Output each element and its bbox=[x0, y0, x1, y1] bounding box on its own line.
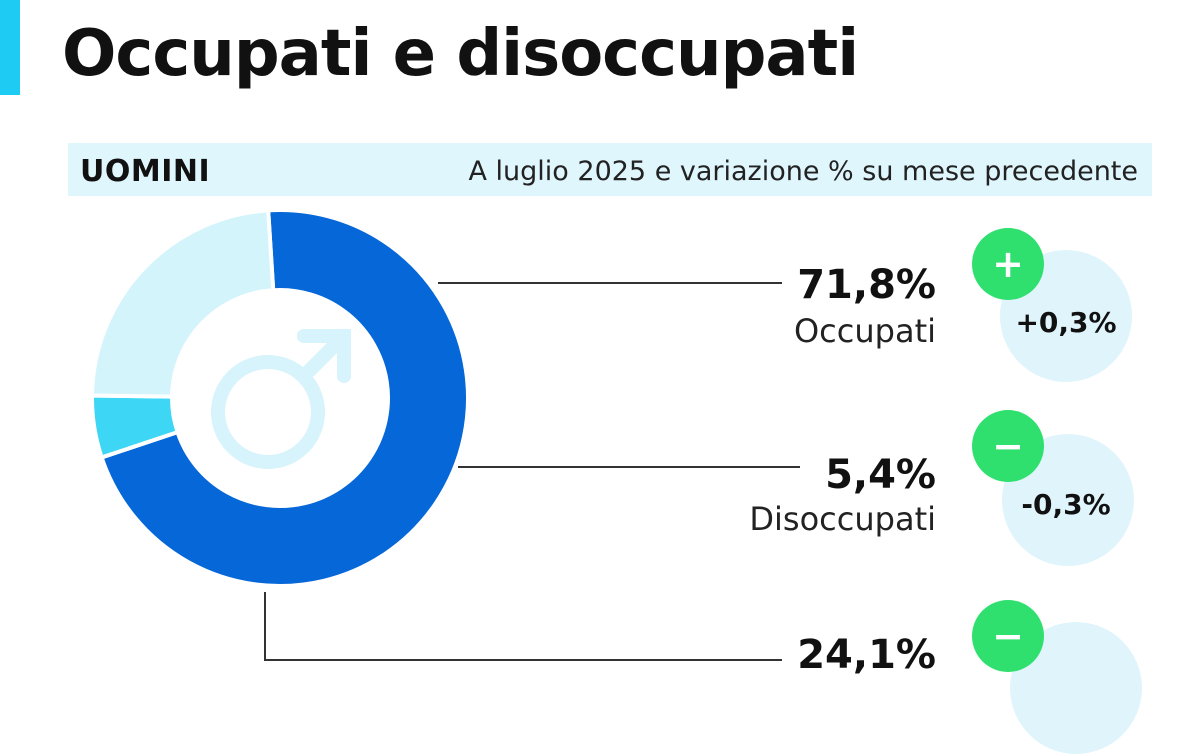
value-label-occupati: 71,8% bbox=[797, 262, 936, 308]
group-label: UOMINI bbox=[80, 154, 211, 189]
category-label-occupati: Occupati bbox=[793, 312, 936, 350]
change-label-disoccupati: -0,3% bbox=[1021, 488, 1111, 521]
subtitle-band: UOMINI A luglio 2025 e variazione % su m… bbox=[68, 143, 1152, 196]
accent-bar bbox=[0, 0, 20, 95]
minus-icon: − bbox=[972, 600, 1044, 672]
male-symbol-icon bbox=[211, 329, 351, 469]
plus-icon: + bbox=[972, 228, 1044, 300]
chart-subtitle: A luglio 2025 e variazione % su mese pre… bbox=[468, 156, 1138, 187]
pie-slice-occupati bbox=[99, 208, 470, 588]
change-label-occupati: +0,3% bbox=[1015, 306, 1117, 339]
leader-line-third bbox=[264, 592, 782, 661]
value-label-disoccupati: 5,4% bbox=[825, 452, 936, 498]
category-label-disoccupati: Disoccupati bbox=[749, 500, 936, 538]
value-label-third: 24,1% bbox=[797, 632, 936, 678]
donut-chart bbox=[89, 208, 800, 661]
pie-slice-third bbox=[89, 208, 276, 399]
chart-title: Occupati e disoccupati bbox=[62, 17, 859, 91]
minus-icon: − bbox=[972, 410, 1044, 482]
